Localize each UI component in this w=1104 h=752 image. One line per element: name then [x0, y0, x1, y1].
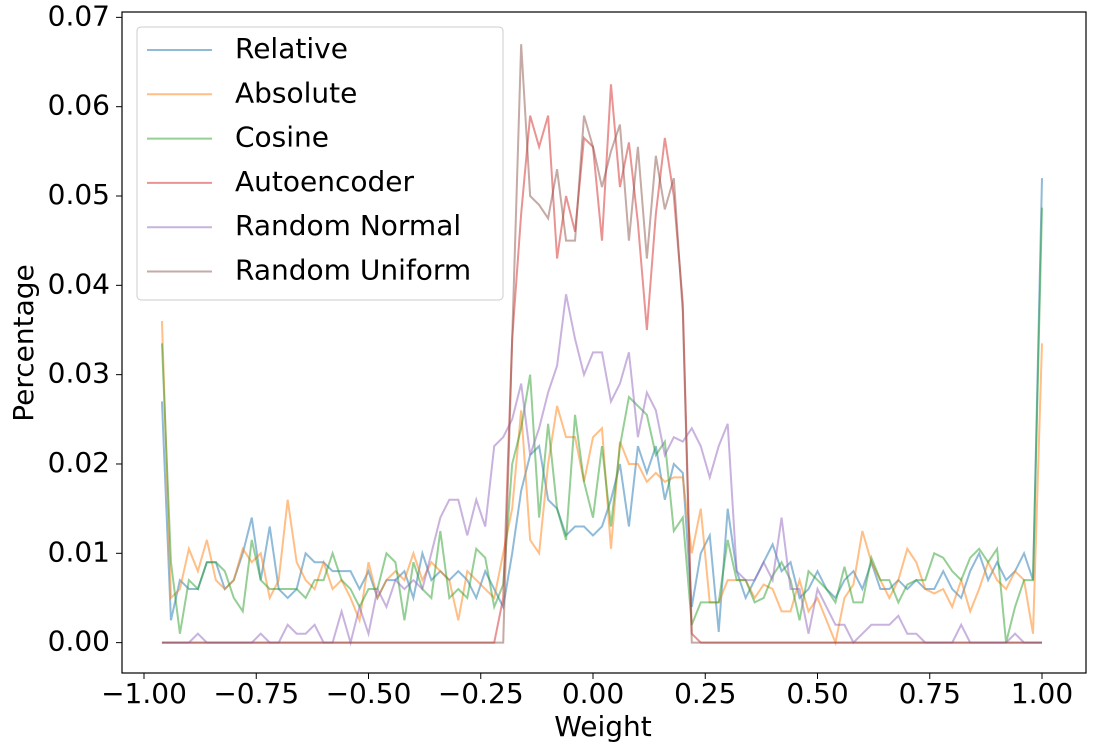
legend-label: Relative — [235, 32, 348, 65]
x-tick-label: 0.75 — [899, 677, 961, 710]
legend-label: Absolute — [235, 76, 357, 109]
series-line — [160, 321, 1043, 647]
legend-label: Random Normal — [235, 209, 461, 242]
series-line — [161, 294, 1042, 647]
x-tick-label: −0.75 — [213, 677, 299, 710]
y-tick-label: 0.02 — [48, 446, 110, 479]
legend-box — [136, 26, 504, 301]
x-tick-label: 1.00 — [1011, 677, 1073, 710]
legend-label: Cosine — [235, 121, 329, 154]
series-line — [160, 178, 1043, 633]
y-tick-label: 0.03 — [48, 357, 110, 390]
y-tick-label: 0.07 — [48, 0, 110, 32]
x-tick-label: −0.50 — [326, 677, 412, 710]
series-line — [161, 44, 1042, 644]
y-tick-label: 0.04 — [48, 267, 110, 300]
legend-label: Autoencoder — [235, 165, 415, 198]
x-tick-label: 0.00 — [562, 677, 624, 710]
y-axis-label: Percentage — [7, 264, 40, 422]
x-tick-label: 0.25 — [674, 677, 736, 710]
x-tick-label: 0.50 — [786, 677, 848, 710]
legend: Relative Absolute Cosine Autoencoder Random … — [136, 26, 504, 301]
y-tick-label: 0.00 — [48, 625, 110, 658]
y-tick-label: 0.01 — [48, 535, 110, 568]
y-tick-label: 0.05 — [48, 178, 110, 211]
y-tick-label: 0.06 — [48, 89, 110, 122]
axes-frame — [121, 11, 1087, 674]
series-line — [160, 207, 1043, 643]
legend-label: Random Uniform — [235, 254, 471, 287]
x-tick-label: −1.00 — [101, 677, 187, 710]
plot-area — [160, 44, 1043, 647]
x-tick-label: −0.25 — [438, 677, 524, 710]
x-axis-label: Weight — [554, 710, 652, 743]
